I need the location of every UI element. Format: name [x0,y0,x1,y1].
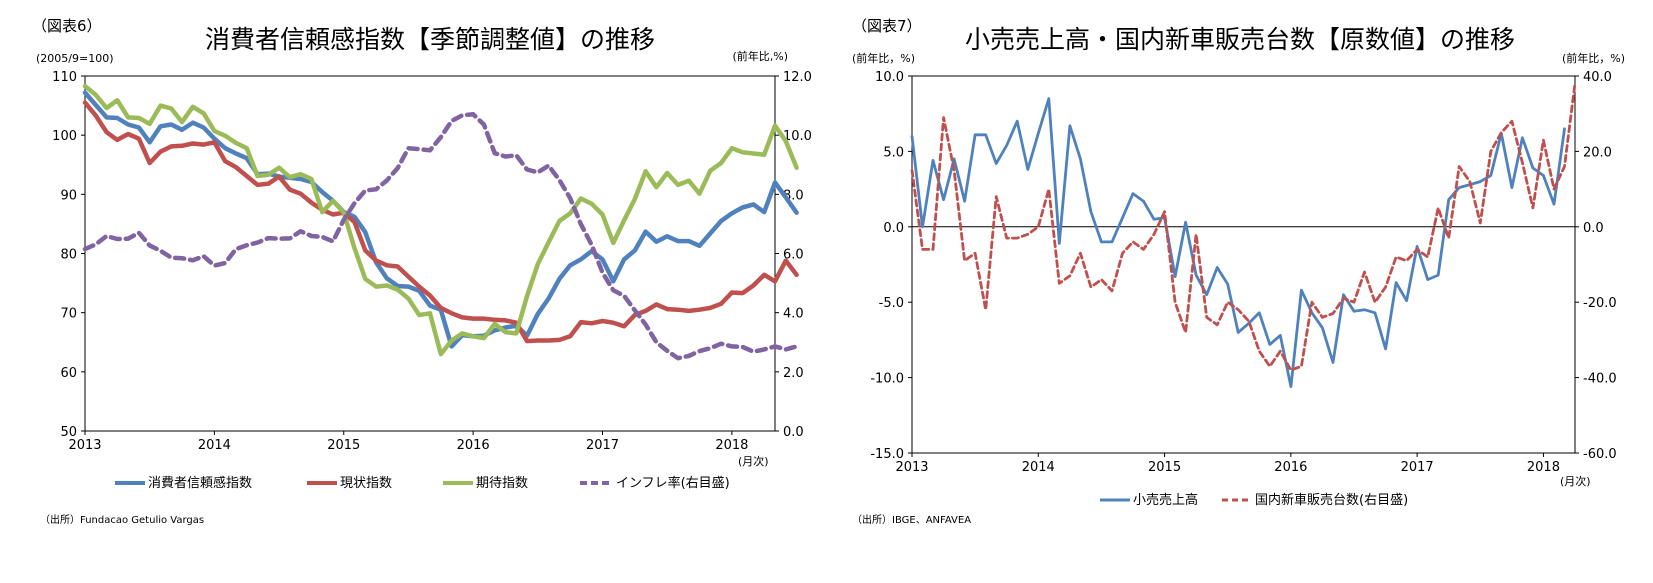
chart2-x-unit: (月次) [1560,474,1591,488]
chart2: （図表7） 小売売上高・国内新車販売台数【原数値】の推移 (前年比，%) (前年… [852,17,1625,526]
series-line-2 [910,82,1577,372]
chart1: （図表6） 消費者信頼感指数【季節調整値】の推移 (2005/9=100) (前… [32,17,812,526]
x-tick-label: 2013 [895,460,928,475]
right-tick-label: 10.0 [783,129,812,144]
chart2-left-axis-ticks: 10.0 5.0 0.0 -5.0 -10.0 -15.0 [870,70,912,462]
chart2-series [910,82,1577,389]
chart2-figure-label: （図表7） [852,17,922,35]
left-tick-label: -10.0 [870,372,904,387]
left-tick-label: 50 [60,425,77,440]
left-tick-label: -15.0 [870,447,904,462]
series-line-4 [82,111,799,361]
right-tick-label: 4.0 [783,307,804,322]
x-tick-label: 2018 [715,438,748,453]
right-tick-label: -20.0 [1583,296,1617,311]
left-tick-label: 90 [60,188,77,203]
right-tick-label: 40.0 [1583,70,1612,85]
x-tick-label: 2014 [198,438,231,453]
chart2-title: 小売売上高・国内新車販売台数【原数値】の推移 [965,25,1515,54]
chart1-x-axis-ticks: 2013 2014 2015 2016 2017 2018 [68,431,748,453]
chart1-series [82,83,799,361]
chart1-legend-4: インフレ率(右目盛) [616,475,730,491]
chart2-left-unit: (前年比，%) [852,51,915,65]
chart1-legend-1: 消費者信頼感指数 [148,475,252,491]
x-tick-label: 2013 [68,438,101,453]
chart1-title: 消費者信頼感指数【季節調整値】の推移 [205,25,655,54]
left-tick-label: 60 [60,366,77,381]
left-tick-label: 70 [60,307,77,322]
chart1-x-unit: (月次) [738,454,769,468]
chart1-legend: 消費者信頼感指数 現状指数 期待指数 インフレ率(右目盛) [115,475,730,491]
chart2-right-axis-ticks: 40.0 20.0 0.0 -20.0 -40.0 -60.0 [1575,70,1617,462]
right-tick-label: 0.0 [1583,221,1604,236]
chart1-legend-2: 現状指数 [340,476,392,491]
chart1-right-unit: (前年比,%) [732,49,788,63]
chart2-legend: 小売売上高 国内新車販売台数(右目盛) [1100,492,1408,508]
x-tick-label: 2017 [1401,460,1434,475]
series-line-2 [82,100,799,344]
chart2-x-axis-ticks: 2013 2014 2015 2016 2017 2018 [895,453,1560,475]
left-tick-label: 80 [60,248,77,263]
series-line-3 [82,83,799,357]
left-tick-label: 110 [52,70,77,85]
chart2-legend-2: 国内新車販売台数(右目盛) [1255,492,1408,508]
left-tick-label: 5.0 [883,145,904,160]
left-tick-label: 0.0 [883,221,904,236]
right-tick-label: 12.0 [783,70,812,85]
x-tick-label: 2015 [1148,460,1181,475]
x-tick-label: 2016 [457,438,490,453]
chart1-source: （出所）Fundacao Getulio Vargas [40,513,204,526]
chart1-plot-frame [84,75,776,432]
chart1-left-unit: (2005/9=100) [36,52,114,65]
chart1-left-axis-ticks: 110 100 90 80 70 60 50 [52,70,85,440]
chart2-source: （出所）IBGE、ANFAVEA [852,513,971,526]
right-tick-label: 2.0 [783,366,804,381]
x-tick-label: 2015 [327,438,360,453]
chart2-right-unit: (前年比，%) [1562,51,1625,65]
right-tick-label: -60.0 [1583,447,1617,462]
chart1-legend-3: 期待指数 [476,476,528,491]
x-tick-label: 2016 [1274,460,1307,475]
chart2-legend-1: 小売売上高 [1133,492,1198,508]
chart2-plot-frame [911,75,1576,454]
x-tick-label: 2014 [1022,460,1055,475]
left-tick-label: 10.0 [875,70,904,85]
series-line-1 [910,97,1566,389]
right-tick-label: -40.0 [1583,372,1617,387]
right-tick-label: 6.0 [783,248,804,263]
left-tick-label: 100 [52,129,77,144]
right-tick-label: 20.0 [1583,145,1612,160]
chart1-figure-label: （図表6） [32,17,102,35]
right-tick-label: 0.0 [783,425,804,440]
x-tick-label: 2018 [1527,460,1560,475]
left-tick-label: -5.0 [879,296,904,311]
chart1-right-axis-ticks: 12.010.08.06.04.02.00.0 [775,70,812,440]
x-tick-label: 2017 [586,438,619,453]
